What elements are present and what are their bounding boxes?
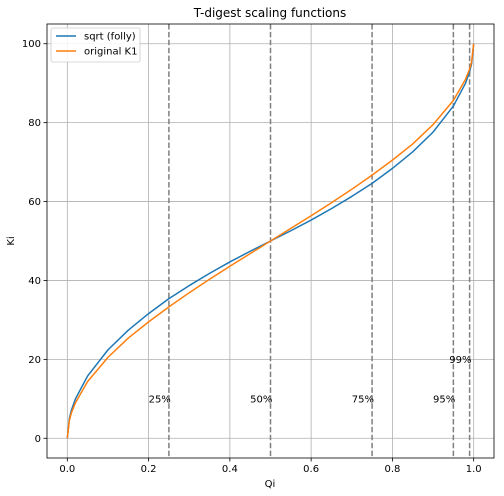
vertical-markers xyxy=(168,24,471,458)
legend-label-sqrt: sqrt (folly) xyxy=(84,32,136,43)
series-line xyxy=(66,43,475,439)
series-lines xyxy=(66,43,475,439)
y-axis-ticks: 0 20 40 60 80 100 xyxy=(22,39,47,445)
chart-title: T-digest scaling functions xyxy=(193,6,346,20)
marker-label: 25% xyxy=(149,394,171,405)
y-tick-label: 60 xyxy=(28,197,41,208)
x-axis-label: Qi xyxy=(265,479,276,490)
marker-label: 99% xyxy=(449,355,471,366)
legend-label-k1: original K1 xyxy=(84,47,137,58)
y-tick-label: 20 xyxy=(28,355,41,366)
marker-labels: 25% 50% 75% 95% 99% xyxy=(149,355,472,405)
legend: sqrt (folly) original K1 xyxy=(50,27,141,63)
x-axis-ticks: 0.0 0.2 0.4 0.6 0.8 1.0 xyxy=(59,458,482,475)
y-tick-label: 80 xyxy=(28,118,41,129)
x-tick-label: 0.2 xyxy=(141,464,157,475)
plot-frame xyxy=(46,23,495,459)
y-tick-label: 0 xyxy=(35,434,41,445)
x-tick-label: 0.4 xyxy=(222,464,238,475)
y-tick-label: 100 xyxy=(22,39,41,50)
marker-label: 75% xyxy=(352,394,374,405)
x-tick-label: 0.6 xyxy=(303,464,319,475)
marker-label: 95% xyxy=(433,394,455,405)
y-tick-label: 40 xyxy=(28,276,41,287)
marker-label: 50% xyxy=(250,394,272,405)
x-tick-label: 0.0 xyxy=(59,464,75,475)
y-axis-label: Ki xyxy=(6,236,17,245)
x-tick-label: 1.0 xyxy=(466,464,482,475)
x-tick-label: 0.8 xyxy=(384,464,400,475)
